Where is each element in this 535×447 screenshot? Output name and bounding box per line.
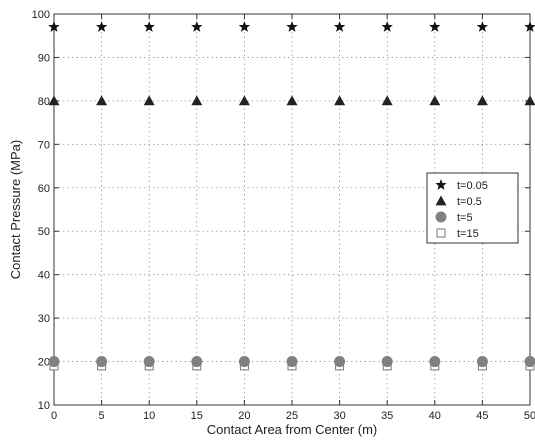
legend-label: t=0.5 <box>457 196 482 208</box>
x-tick-label: 35 <box>381 410 393 422</box>
data-point <box>49 356 60 367</box>
x-axis-label: Contact Area from Center (m) <box>207 422 378 437</box>
x-tick-label: 15 <box>191 410 203 422</box>
x-tick-label: 40 <box>429 410 441 422</box>
y-tick-label: 40 <box>38 270 50 282</box>
data-point <box>191 356 202 367</box>
x-tick-label: 30 <box>333 410 345 422</box>
data-point <box>477 356 488 367</box>
data-point <box>334 356 345 367</box>
y-tick-label: 10 <box>38 400 50 412</box>
data-point <box>144 356 155 367</box>
data-point <box>96 356 107 367</box>
data-point <box>287 356 298 367</box>
y-tick-label: 70 <box>38 139 50 151</box>
data-point <box>239 356 250 367</box>
data-point <box>429 356 440 367</box>
x-tick-label: 45 <box>476 410 488 422</box>
y-axis-label: Contact Pressure (MPa) <box>8 140 23 279</box>
y-tick-label: 60 <box>38 183 50 195</box>
data-point <box>525 356 535 367</box>
y-tick-label: 50 <box>38 226 50 238</box>
x-tick-label: 5 <box>99 410 105 422</box>
y-tick-label: 20 <box>38 357 50 369</box>
y-tick-label: 80 <box>38 96 50 108</box>
legend-label: t=15 <box>457 228 479 240</box>
y-tick-label: 30 <box>38 313 50 325</box>
x-tick-label: 50 <box>524 410 535 422</box>
legend-marker <box>436 212 447 223</box>
legend-marker <box>437 229 445 237</box>
x-tick-label: 25 <box>286 410 298 422</box>
x-tick-label: 0 <box>51 410 57 422</box>
y-tick-label: 100 <box>32 9 50 21</box>
x-tick-label: 10 <box>143 410 155 422</box>
data-point <box>382 356 393 367</box>
legend-label: t=0.05 <box>457 180 488 192</box>
y-tick-label: 90 <box>38 52 50 64</box>
legend-label: t=5 <box>457 212 473 224</box>
legend: t=0.05 t=0.5 t=5 t=15 <box>427 173 518 243</box>
x-tick-label: 20 <box>238 410 250 422</box>
